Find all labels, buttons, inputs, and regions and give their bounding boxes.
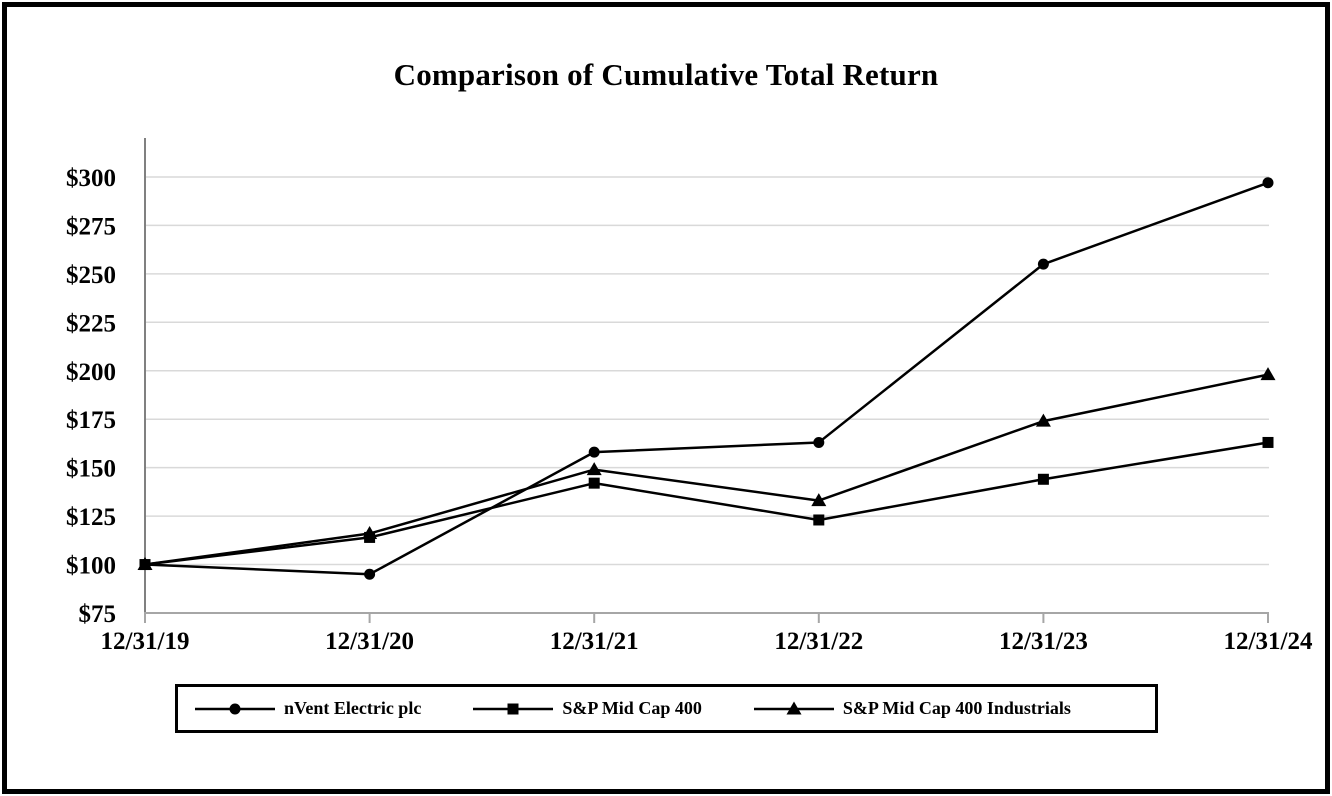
x-tick-label: 12/31/21 (550, 628, 639, 655)
series-marker-triangle-s-p-mid-cap-400-industrials (811, 493, 827, 507)
series-marker-triangle-s-p-mid-cap-400-industrials (586, 462, 602, 476)
series-marker-square-s-p-mid-cap-400 (588, 477, 600, 489)
legend-label: nVent Electric plc (284, 698, 422, 718)
legend-marker-square (507, 703, 519, 714)
series-marker-triangle-s-p-mid-cap-400-industrials (1260, 367, 1276, 381)
series-marker-triangle-s-p-mid-cap-400-industrials (1035, 413, 1051, 427)
y-tick-label: $125 (66, 504, 116, 531)
y-tick-label: $200 (66, 359, 116, 386)
legend-label: S&P Mid Cap 400 Industrials (842, 698, 1071, 718)
x-tick-label: 12/31/23 (999, 628, 1088, 655)
series-marker-square-s-p-mid-cap-400 (813, 514, 825, 526)
x-tick-label: 12/31/24 (1224, 628, 1313, 655)
legend-label: S&P Mid Cap 400 (562, 698, 702, 718)
legend-swatch-svg (473, 703, 554, 714)
series-marker-triangle-s-p-mid-cap-400-industrials (137, 557, 153, 571)
series-marker-circle-nvent-electric-plc (364, 568, 376, 580)
x-tick-label: 12/31/20 (325, 628, 414, 655)
y-tick-label: $150 (66, 456, 116, 483)
legend-swatch-svg (753, 701, 834, 714)
series-line-nvent-electric-plc (144, 181, 1269, 576)
series-marker-circle-nvent-electric-plc (588, 446, 600, 458)
series-marker-square-s-p-mid-cap-400 (1037, 473, 1049, 485)
square-marker-icon (473, 700, 554, 718)
y-tick-label: $250 (66, 262, 116, 289)
series-line-s-p-mid-cap-400 (144, 441, 1269, 566)
triangle-marker-icon (753, 700, 834, 718)
legend-box: nVent Electric plc S&P Mid Cap 400 S&P M… (175, 684, 1158, 733)
series-marker-triangle-s-p-mid-cap-400-industrials (362, 526, 378, 540)
legend-marker-triangle (786, 701, 802, 714)
y-tick-label: $100 (66, 553, 116, 580)
legend-marker-circle (229, 703, 241, 714)
x-tick-label: 12/31/22 (774, 628, 863, 655)
y-tick-label: $225 (66, 310, 116, 337)
series-marker-circle-nvent-electric-plc (1037, 258, 1049, 270)
legend-entry-nvent: nVent Electric plc (195, 698, 421, 719)
circle-marker-icon (195, 700, 275, 718)
y-tick-label: $275 (66, 213, 116, 240)
y-tick-label: $175 (66, 407, 116, 434)
x-tick-label: 12/31/19 (101, 628, 190, 655)
legend-entry-sp-midcap-400-industrials: S&P Mid Cap 400 Industrials (753, 698, 1071, 719)
series-marker-circle-nvent-electric-plc (1262, 177, 1274, 189)
series-line-s-p-mid-cap-400-industrials (144, 373, 1269, 566)
chart-title: Comparison of Cumulative Total Return (393, 57, 939, 92)
y-tick-label: $300 (66, 165, 116, 192)
legend-swatch-svg (195, 703, 275, 714)
y-tick-label: $75 (79, 601, 117, 628)
series-marker-circle-nvent-electric-plc (813, 436, 825, 448)
series-marker-square-s-p-mid-cap-400 (1262, 436, 1274, 448)
legend-entry-sp-midcap-400: S&P Mid Cap 400 (473, 698, 702, 719)
